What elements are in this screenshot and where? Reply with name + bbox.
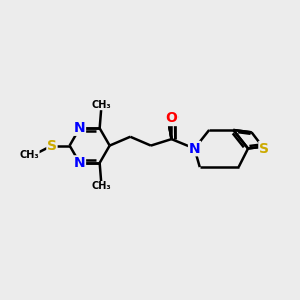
Text: CH₃: CH₃ (91, 182, 111, 191)
Text: CH₃: CH₃ (91, 100, 111, 110)
Text: N: N (189, 142, 200, 155)
Text: N: N (74, 156, 85, 170)
Text: N: N (74, 121, 85, 135)
Text: O: O (166, 112, 178, 125)
Text: O: O (166, 111, 177, 125)
Text: S: S (47, 139, 57, 153)
Text: N: N (189, 142, 200, 155)
Text: CH₃: CH₃ (20, 150, 39, 160)
Text: S: S (259, 142, 269, 155)
